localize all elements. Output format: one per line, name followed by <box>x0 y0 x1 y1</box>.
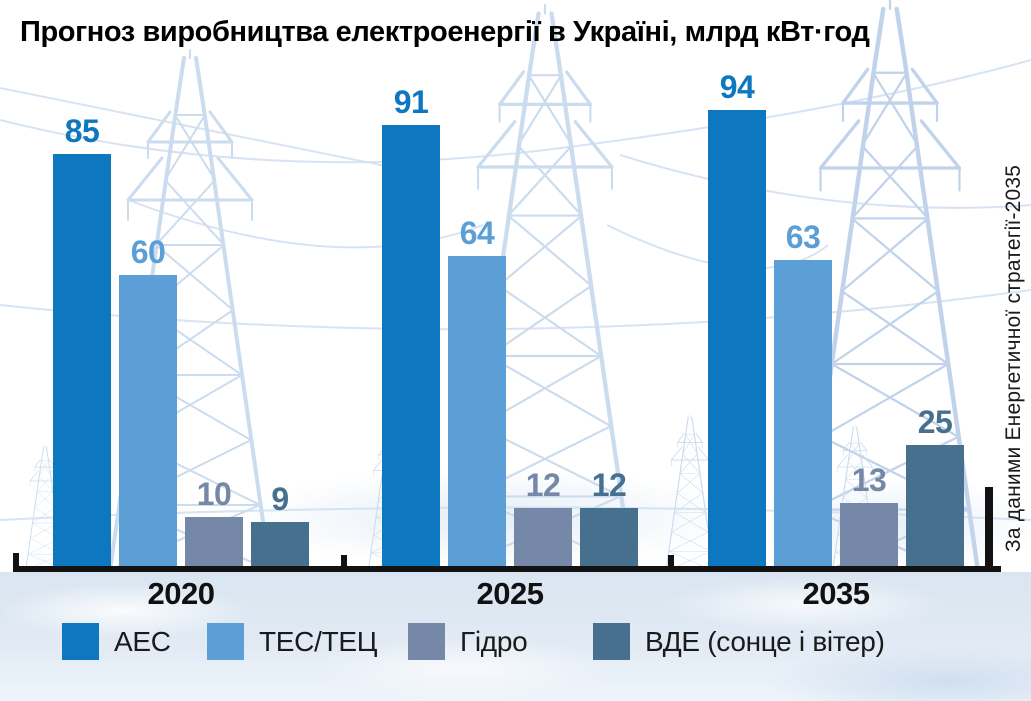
bar-value-label: 94 <box>719 69 755 105</box>
bar-value-label: 25 <box>917 404 953 440</box>
source-note: За даними Енергетичної стратегії-2035 <box>1002 164 1025 552</box>
bar <box>251 522 309 566</box>
year-label: 2025 <box>476 576 544 611</box>
legend-swatch <box>62 623 99 660</box>
bar <box>708 110 766 566</box>
bar <box>774 260 832 566</box>
bar-value-label: 60 <box>130 234 166 270</box>
axis-tick <box>668 555 674 572</box>
bar <box>448 256 506 566</box>
bar-value-label: 12 <box>525 467 561 503</box>
chart-title: Прогноз виробництва електроенергії в Укр… <box>20 16 870 48</box>
bar <box>514 508 572 566</box>
legend-label: АЕС <box>114 626 171 657</box>
legend-label: ВДЕ (сонце і вітер) <box>645 626 885 657</box>
bar <box>382 125 440 566</box>
bar <box>53 154 111 566</box>
legend-label: Гідро <box>460 626 528 657</box>
bar <box>906 445 964 566</box>
bar-value-label: 10 <box>196 476 232 512</box>
year-label: 2020 <box>147 576 215 611</box>
x-axis-line <box>13 566 1001 572</box>
legend-swatch <box>207 623 244 660</box>
legend-label: ТЕС/ТЕЦ <box>259 626 378 657</box>
bar-value-label: 63 <box>785 219 821 255</box>
legend-swatch <box>593 623 630 660</box>
bar-value-label: 91 <box>393 84 429 120</box>
bar-value-label: 12 <box>591 467 627 503</box>
x-axis-right-cap <box>985 487 993 572</box>
bar <box>185 517 243 566</box>
bar <box>580 508 638 566</box>
bar-value-label: 64 <box>459 215 495 251</box>
bar <box>119 275 177 566</box>
x-axis-left-cap <box>13 553 19 572</box>
year-label: 2035 <box>802 576 870 611</box>
bar-value-label: 13 <box>851 462 887 498</box>
axis-tick <box>341 555 347 572</box>
bar <box>840 503 898 566</box>
bottom-band <box>0 572 1031 701</box>
bar-value-label: 85 <box>64 113 100 149</box>
legend-swatch <box>408 623 445 660</box>
bar-value-label: 9 <box>271 481 289 517</box>
